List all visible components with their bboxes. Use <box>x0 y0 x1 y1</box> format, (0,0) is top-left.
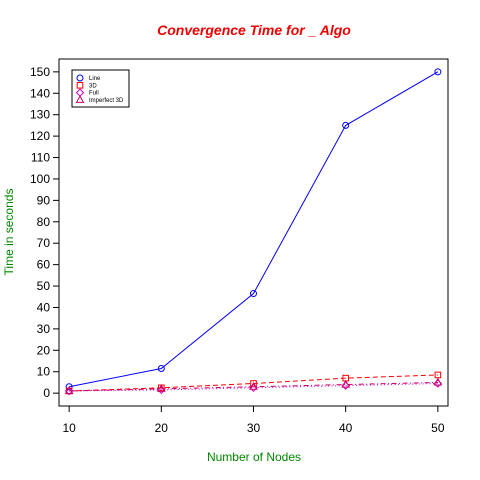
data-point <box>434 68 442 76</box>
y-tick-label: 150 <box>30 65 50 79</box>
series-line <box>69 381 438 392</box>
y-tick-label: 30 <box>37 322 51 336</box>
legend-marker <box>76 74 84 82</box>
y-tick-label: 40 <box>37 300 51 314</box>
y-tick-label: 140 <box>30 86 50 100</box>
chart-title: Convergence Time for _ Algo <box>157 22 351 38</box>
legend-marker <box>75 95 85 103</box>
y-tick-label: 100 <box>30 172 50 186</box>
series-line <box>69 71 439 388</box>
y-tick-label: 50 <box>37 279 51 293</box>
series-imperfect-3d <box>64 377 443 395</box>
x-tick-label: 20 <box>155 421 169 435</box>
y-axis: 0 10 20 30 40 50 60 70 80 90 100 110 120 130 140 150 <box>30 65 59 400</box>
y-tick-label: 20 <box>37 343 51 357</box>
data-point <box>64 386 74 396</box>
data-point <box>341 379 351 388</box>
data-point <box>250 290 257 298</box>
legend-entry: Imperfect 3D <box>75 95 124 104</box>
data-point <box>157 365 165 373</box>
data-point <box>156 384 166 392</box>
y-tick-label: 110 <box>31 151 50 165</box>
x-tick-label: 50 <box>431 421 445 435</box>
y-tick-label: 80 <box>37 215 51 229</box>
x-axis: 10 20 30 40 50 <box>62 406 445 435</box>
y-tick-label: 10 <box>37 365 51 379</box>
legend-entry: 3D <box>76 82 97 89</box>
y-tick-label: 90 <box>37 193 51 207</box>
x-tick-label: 30 <box>247 421 261 435</box>
series-line <box>65 68 442 391</box>
data-point <box>64 386 74 395</box>
legend-label: Imperfect 3D <box>89 98 124 104</box>
plot-frame <box>58 58 449 407</box>
x-tick-label: 40 <box>339 421 353 435</box>
y-tick-label: 130 <box>30 108 50 122</box>
data-point <box>433 377 443 386</box>
x-axis-title: Number of Nodes <box>207 450 301 464</box>
y-tick-label: 70 <box>37 236 51 250</box>
legend-entry: Line <box>76 74 101 82</box>
legend-marker <box>76 82 84 89</box>
y-tick-label: 120 <box>30 129 50 143</box>
data-point <box>65 383 73 391</box>
legend-label: 3D <box>89 83 97 89</box>
legend-label: Full <box>89 91 99 97</box>
data-point <box>342 121 350 129</box>
y-tick-label: 60 <box>37 258 51 272</box>
y-tick-label: 0 <box>43 386 50 400</box>
x-tick-label: 10 <box>62 421 76 435</box>
legend-label: Line <box>89 76 101 82</box>
series-layer <box>64 68 443 396</box>
y-axis-title: Time in seconds <box>2 189 16 276</box>
data-point <box>249 381 258 390</box>
